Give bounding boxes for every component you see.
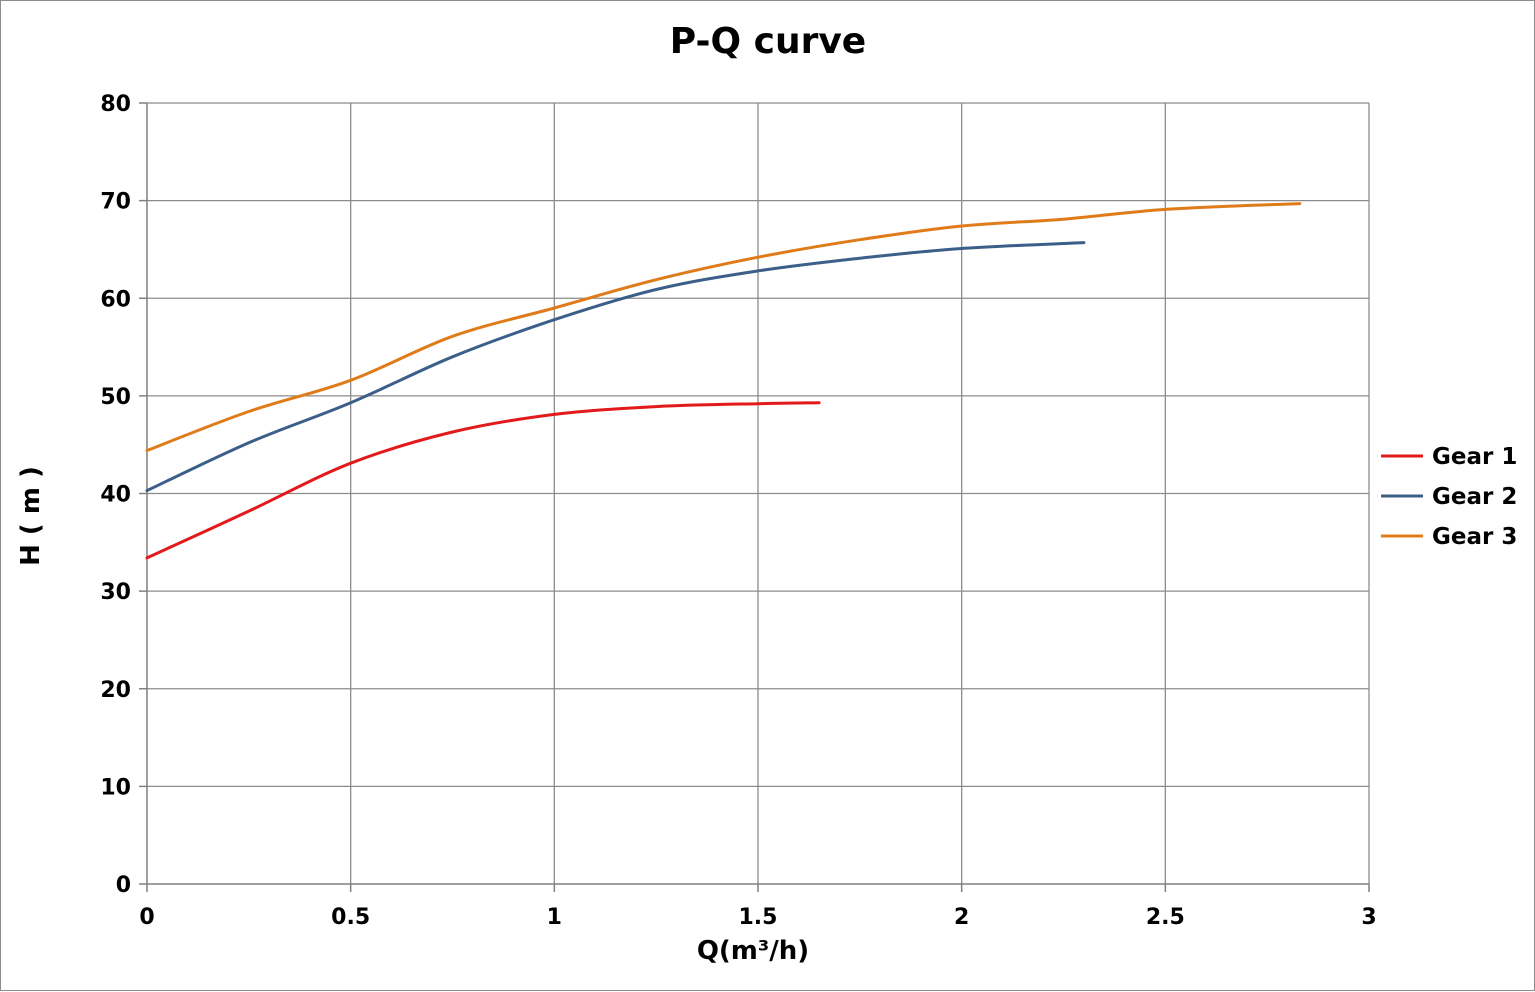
x-tick-label: 2.5 (1146, 905, 1185, 930)
x-tick-label: 1 (547, 905, 562, 930)
y-tick-label: 0 (116, 873, 131, 898)
series-line-gear-3 (145, 202, 1302, 452)
y-tick-label: 80 (100, 92, 131, 117)
y-tick-label: 10 (100, 775, 131, 800)
series-lines (145, 202, 1302, 560)
x-tick-label: 1.5 (739, 905, 778, 930)
y-tick-label: 60 (100, 287, 131, 312)
y-tick-label: 30 (100, 580, 131, 605)
legend: Gear 1 Gear 2 Gear 3 (1381, 444, 1517, 550)
legend-label-gear-2: Gear 2 (1432, 484, 1517, 510)
y-tick-label: 70 (100, 190, 131, 215)
x-tick-label: 3 (1361, 905, 1376, 930)
axes (139, 102, 1370, 892)
tick-labels: 0 10 20 30 40 50 60 70 80 0 0.5 1 1.5 2 2.5 3 (100, 92, 1376, 930)
y-tick-label: 50 (100, 385, 131, 410)
y-tick-label: 40 (100, 483, 131, 508)
legend-label-gear-1: Gear 1 (1432, 444, 1517, 470)
grid (147, 102, 1370, 884)
y-axis-title: H ( m ) (16, 466, 46, 566)
x-tick-label: 0.5 (331, 905, 370, 930)
legend-label-gear-3: Gear 3 (1432, 524, 1517, 550)
y-tick-label: 20 (100, 678, 131, 703)
series-line-gear-2 (145, 241, 1086, 493)
chart-title: P-Q curve (670, 21, 866, 62)
series-line-gear-1 (145, 401, 821, 560)
x-tick-label: 2 (954, 905, 969, 930)
x-tick-label: 0 (139, 905, 154, 930)
x-axis-title: Q(m³/h) (697, 936, 809, 966)
